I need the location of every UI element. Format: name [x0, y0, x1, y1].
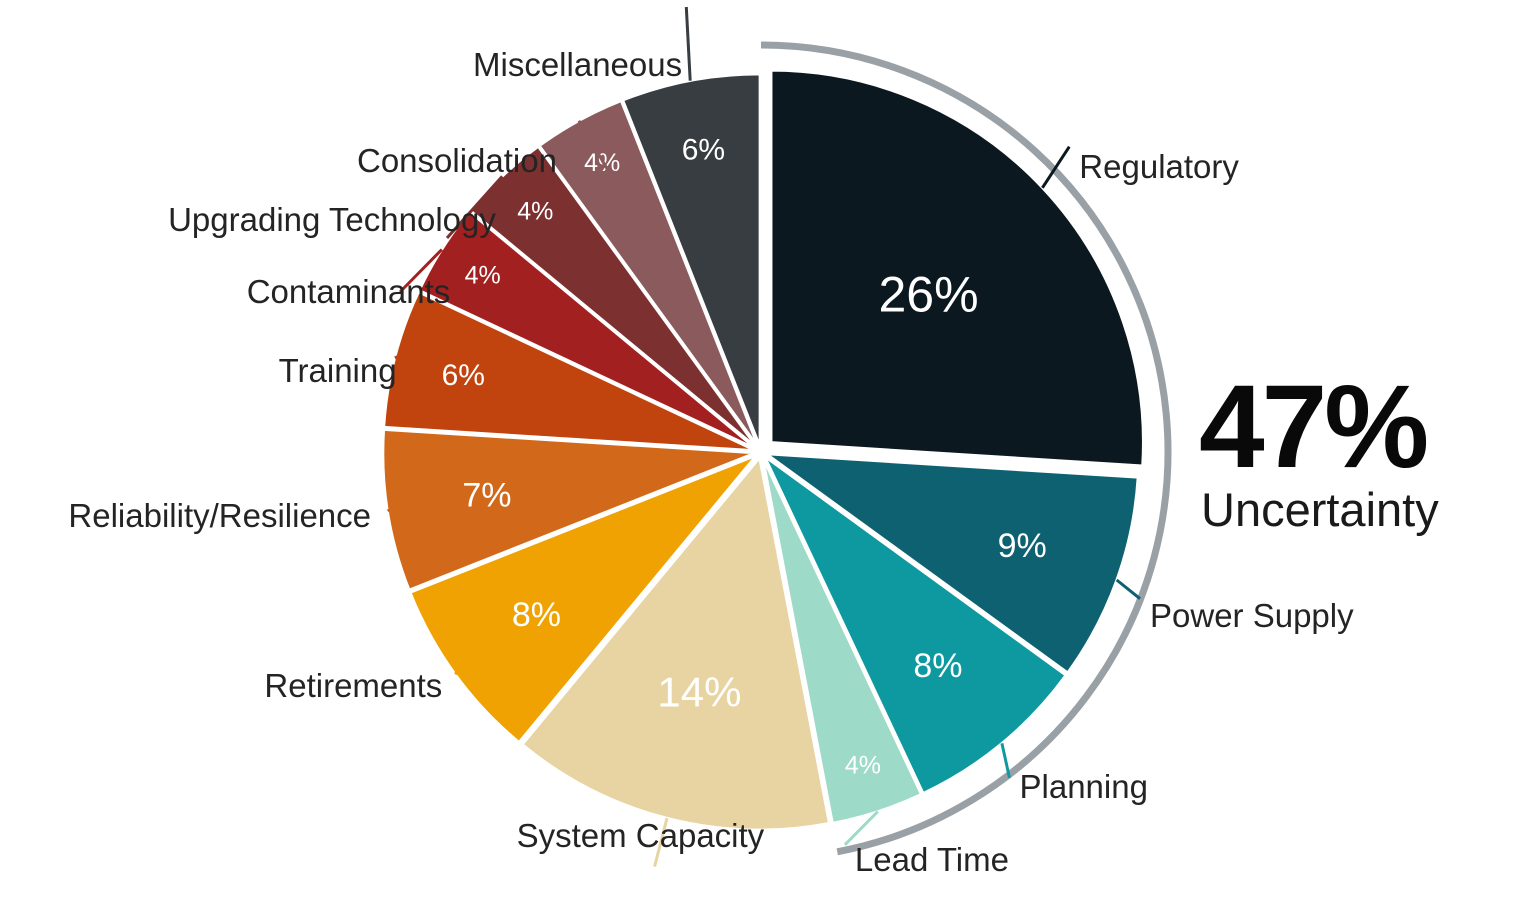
svg-text:9%: 9%: [998, 527, 1047, 565]
svg-text:4%: 4%: [845, 752, 881, 780]
svg-text:6%: 6%: [682, 134, 725, 167]
svg-text:8%: 8%: [913, 647, 962, 685]
svg-text:7%: 7%: [462, 476, 511, 514]
svg-text:14%: 14%: [657, 669, 741, 716]
svg-text:26%: 26%: [878, 267, 978, 323]
svg-text:4%: 4%: [517, 198, 553, 226]
svg-text:6%: 6%: [442, 359, 485, 392]
svg-text:4%: 4%: [465, 261, 501, 289]
svg-text:8%: 8%: [512, 596, 561, 634]
